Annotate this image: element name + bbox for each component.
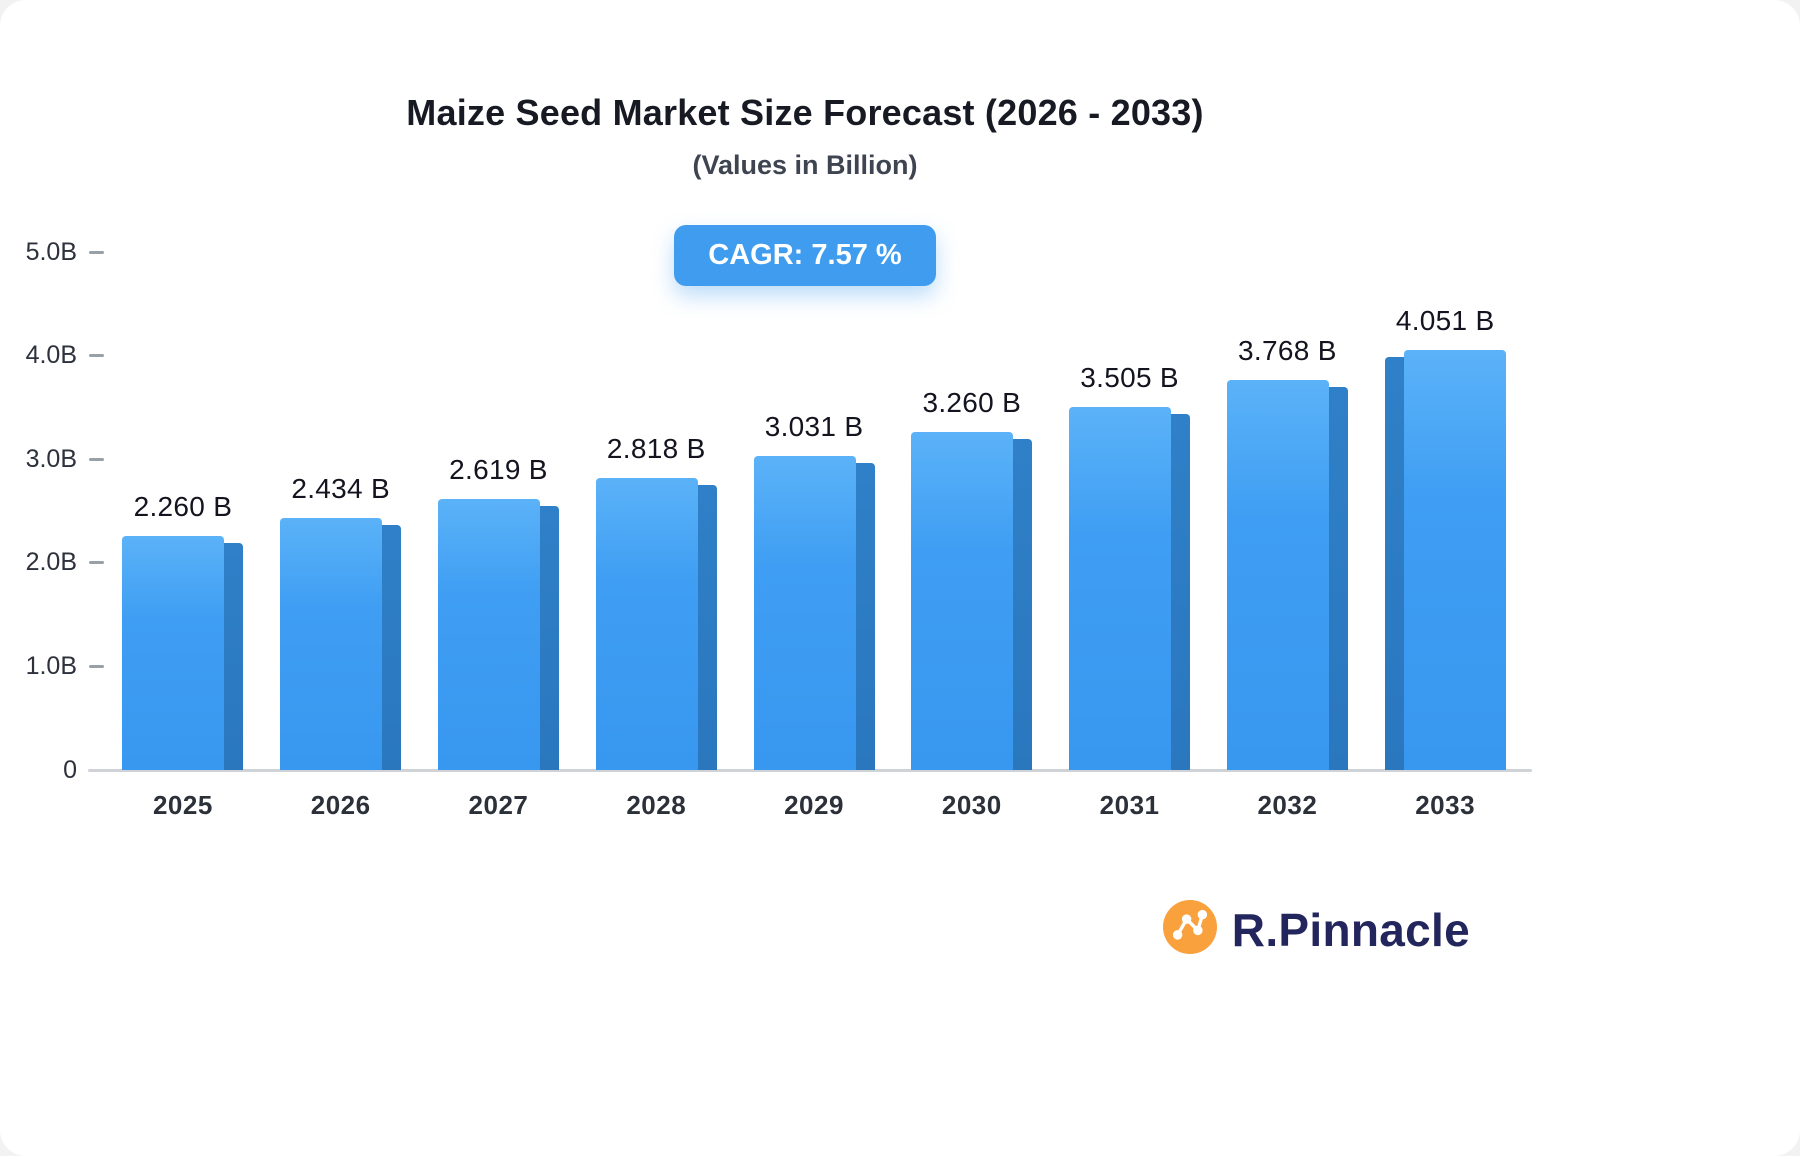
bar-value-label: 3.768 B bbox=[1238, 334, 1337, 366]
bar-2029 bbox=[753, 456, 875, 770]
bar-side-face bbox=[382, 524, 402, 770]
bar-2032 bbox=[1226, 379, 1348, 770]
chart-header: Maize Seed Market Size Forecast (2026 - … bbox=[0, 92, 1610, 286]
bar-2031 bbox=[1069, 406, 1191, 770]
brand-logo: R.Pinnacle bbox=[1162, 900, 1470, 959]
bar-front-face bbox=[1226, 379, 1329, 770]
x-axis-labels: 2025 2026 2027 2028 2029 2030 2031 2032 2033 bbox=[104, 790, 1524, 821]
x-axis-label: 2025 bbox=[152, 790, 213, 820]
x-axis-label: 2033 bbox=[1415, 790, 1476, 820]
x-axis-label: 2031 bbox=[1099, 790, 1160, 820]
y-tick-label: 3.0B bbox=[25, 444, 77, 473]
x-axis-label: 2032 bbox=[1257, 790, 1318, 820]
bar-side-face bbox=[224, 542, 244, 770]
plot-area: 2.260 B 2.434 B 2.619 B 2.818 B 3.031 B 3.260… bbox=[88, 252, 1532, 772]
bar-slot: 4.051 B bbox=[1366, 252, 1524, 770]
x-axis-line bbox=[88, 769, 1532, 772]
bar-2026 bbox=[280, 517, 402, 770]
y-tick-label: 0 bbox=[63, 755, 77, 784]
x-axis-label: 2026 bbox=[310, 790, 371, 820]
bar-front-face bbox=[911, 432, 1014, 770]
bar-side-face bbox=[1328, 386, 1348, 770]
cagr-badge: CAGR: 7.57 % bbox=[674, 225, 936, 286]
bar-value-label: 3.260 B bbox=[922, 387, 1022, 419]
bar-front-face bbox=[595, 478, 698, 770]
bar-value-label: 2.818 B bbox=[606, 433, 706, 465]
logo-text: R.Pinnacle bbox=[1231, 903, 1470, 956]
y-tick: 5.0B bbox=[26, 236, 104, 268]
y-tick: 2.0B bbox=[26, 547, 104, 579]
bar-side-face bbox=[1013, 439, 1033, 770]
x-axis-label: 2028 bbox=[626, 790, 687, 820]
bar-2030 bbox=[911, 432, 1033, 770]
y-tick-mark bbox=[89, 354, 104, 358]
bar-slot: 3.031 B bbox=[735, 252, 893, 770]
bar-value-label: 3.505 B bbox=[1080, 361, 1179, 393]
y-tick: 4.0B bbox=[26, 340, 104, 372]
bar-slot: 3.768 B bbox=[1208, 252, 1366, 770]
bar-side-face bbox=[697, 485, 717, 770]
bar-slot: 2.619 B bbox=[420, 252, 578, 770]
y-tick-mark bbox=[89, 250, 104, 254]
bar-value-label: 2.434 B bbox=[291, 472, 390, 504]
y-tick: 1.0B bbox=[26, 650, 104, 682]
x-axis-label: 2030 bbox=[941, 790, 1002, 820]
bar-2028 bbox=[595, 478, 717, 770]
bar-slot: 2.818 B bbox=[577, 252, 735, 770]
chart-title: Maize Seed Market Size Forecast (2026 - … bbox=[406, 92, 1204, 133]
bar-front-face bbox=[1069, 406, 1172, 770]
bar-2025 bbox=[122, 535, 244, 770]
bar-2033 bbox=[1384, 350, 1506, 770]
bar-series: 2.260 B 2.434 B 2.619 B 2.818 B 3.031 B 3.260… bbox=[104, 252, 1524, 770]
bar-value-label: 2.619 B bbox=[449, 453, 548, 485]
chart-subtitle: (Values in Billion) bbox=[692, 150, 918, 180]
bar-slot: 2.434 B bbox=[262, 252, 420, 770]
x-axis-label: 2027 bbox=[468, 790, 529, 820]
bar-side-face bbox=[1171, 413, 1191, 770]
bar-slot: 3.260 B bbox=[893, 252, 1051, 770]
bar-front-face bbox=[437, 498, 540, 770]
bar-front-face bbox=[122, 535, 225, 770]
bar-value-label: 3.031 B bbox=[764, 411, 864, 442]
y-tick-mark bbox=[89, 561, 104, 565]
network-nodes-icon bbox=[1162, 900, 1217, 959]
y-tick: 3.0B bbox=[26, 443, 104, 475]
bar-slot: 3.505 B bbox=[1051, 252, 1209, 770]
bar-front-face bbox=[280, 517, 383, 770]
bar-2027 bbox=[437, 498, 559, 770]
y-tick-label: 4.0B bbox=[25, 341, 77, 370]
bar-front-face bbox=[753, 456, 856, 770]
bar-slot: 2.260 B bbox=[104, 252, 262, 770]
bar-side-face bbox=[539, 505, 559, 770]
y-axis: 0 1.0B 2.0B 3.0B 4.0B 5.0B bbox=[0, 238, 104, 784]
y-tick-label: 2.0B bbox=[25, 548, 77, 577]
bar-side-face bbox=[855, 463, 875, 770]
y-tick-label: 1.0B bbox=[25, 651, 77, 680]
y-tick-mark bbox=[89, 457, 104, 461]
bar-value-label: 4.051 B bbox=[1395, 305, 1495, 337]
bar-front-face bbox=[1403, 350, 1506, 770]
bar-value-label: 2.260 B bbox=[133, 490, 233, 522]
y-tick-label: 5.0B bbox=[25, 237, 77, 266]
bar-side-face bbox=[1384, 357, 1404, 770]
y-tick-mark bbox=[89, 664, 104, 668]
x-axis-label: 2029 bbox=[784, 790, 844, 820]
